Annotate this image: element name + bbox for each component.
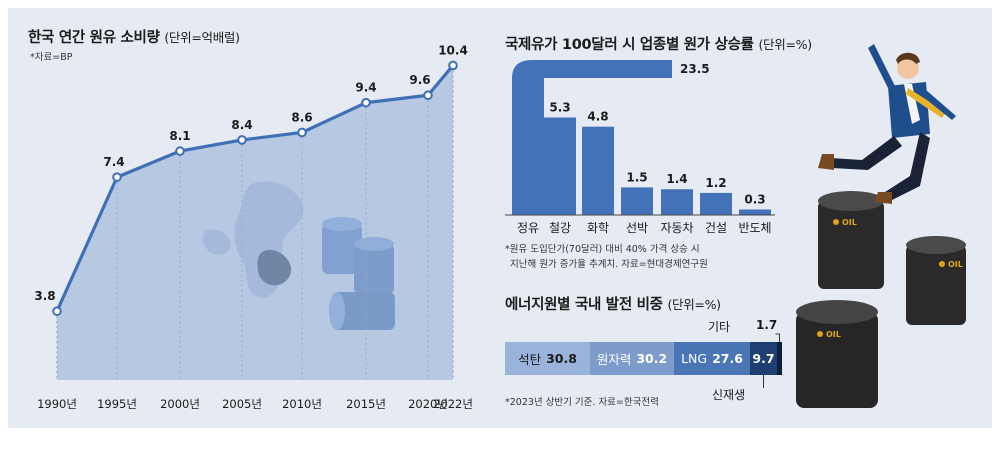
stacked-segment-원자력: 원자력 30.2 <box>590 342 674 375</box>
segment-name-label: 석탄 <box>518 352 542 367</box>
oil-barrel-icon: OIL <box>796 300 878 408</box>
bar-value-label: 0.3 <box>744 192 765 206</box>
oil-barrel-icon: OIL <box>906 236 966 325</box>
x-tick-label: 2010년 <box>282 397 322 411</box>
stacked-segment-기타 <box>777 342 782 375</box>
series-line <box>55 64 455 312</box>
stacked-chart-note: *2023년 상반기 기준. 자료=한국전력 <box>505 397 659 408</box>
bar-category-label: 정유 <box>517 221 539 235</box>
stacked-chart-title-text: 에너지원별 국내 발전 비중 <box>505 297 663 313</box>
data-point <box>423 90 433 101</box>
bar-반도체 <box>739 209 771 215</box>
data-label: 8.6 <box>291 110 312 124</box>
line-chart-title: 한국 연간 원유 소비량 (단위=억배럴) <box>28 26 240 47</box>
bar-category-label: 반도체 <box>738 221 771 235</box>
bar-철강 <box>544 117 576 215</box>
stacked-chart-unit: (단위=%) <box>667 297 721 312</box>
segment-value-label: 27.6 <box>712 351 743 366</box>
segment-value-label: 9.7 <box>752 351 775 366</box>
stacked-segment-신재생: 9.7 <box>750 342 777 375</box>
bar-category-label: 화학 <box>587 221 609 235</box>
stacked-segment-LNG: LNG 27.6 <box>674 342 750 375</box>
bar-chart-title: 국제유가 100달러 시 업종별 원가 상승률 (단위=%) <box>505 33 812 54</box>
businessman-barrels-illustration: OIL OIL OIL <box>796 44 966 408</box>
data-label: 7.4 <box>103 155 124 169</box>
bar-value-label: 1.2 <box>705 176 726 190</box>
x-tick-label: 2005년 <box>222 397 262 411</box>
bar-chart: 23.5 5.3 4.8 1.5 1.4 1.2 0.3 정유 철강 화학 선박 자동차 건설 반도체 <box>505 60 775 235</box>
bar-value-label: 4.8 <box>587 110 608 124</box>
data-label: 10.4 <box>438 43 468 57</box>
x-tick-label: 2000년 <box>160 397 200 411</box>
bar-category-label: 건설 <box>705 221 727 235</box>
bar-chart-title-text: 국제유가 100달러 시 업종별 원가 상승률 <box>505 37 754 53</box>
bar-chart-note-2: 지난해 원가 증가율 추계치. 자료=현대경제연구원 <box>510 259 708 270</box>
bar-선박 <box>621 187 653 215</box>
data-point <box>297 127 307 138</box>
stacked-segment-석탄: 석탄 30.8 <box>505 342 590 375</box>
x-tick-label: 2022년 <box>433 397 473 411</box>
bar-chart-note-1: *원유 도입단가(70달러) 대비 40% 가격 상승 시 <box>505 244 700 255</box>
line-chart-source: *자료=BP <box>30 52 73 63</box>
x-tick-label: 2015년 <box>346 397 386 411</box>
bar-value-label: 23.5 <box>680 62 710 76</box>
label-신재생: 신재생 <box>712 388 746 402</box>
bar-value-label: 1.5 <box>626 170 647 184</box>
bar-category-label: 선박 <box>626 221 648 235</box>
data-label: 3.8 <box>34 289 55 303</box>
bar-자동차 <box>661 189 693 215</box>
x-tick-label: 1990년 <box>37 397 77 411</box>
segment-name-label: LNG <box>681 351 708 366</box>
bar-화학 <box>582 126 614 215</box>
data-point <box>175 146 185 156</box>
area-fill <box>57 65 453 381</box>
value-label-기타: 1.7 <box>756 318 778 332</box>
data-label: 8.4 <box>231 118 252 132</box>
line-chart: 3.8 7.4 8.1 8.4 8.6 9.4 9.6 10.4 1990년 1995년 2000… <box>34 43 473 411</box>
bar-category-label: 철강 <box>549 221 571 235</box>
bar-chart-unit: (단위=%) <box>758 37 812 52</box>
bar-value-label: 5.3 <box>549 100 570 114</box>
bar-value-label: 1.4 <box>666 172 687 186</box>
x-tick-label: 1995년 <box>97 397 137 411</box>
segment-value-label: 30.2 <box>636 351 668 366</box>
line-chart-unit: (단위=억배럴) <box>164 30 240 45</box>
data-point <box>448 60 458 71</box>
leader-line-기타 <box>775 333 780 342</box>
businessman-icon <box>818 44 956 204</box>
data-point <box>52 306 62 317</box>
data-point <box>112 172 122 182</box>
segment-name-label: 원자력 <box>596 352 632 367</box>
line-chart-title-text: 한국 연간 원유 소비량 <box>28 30 160 46</box>
data-label: 9.6 <box>409 73 430 87</box>
segment-value-label: 30.8 <box>546 351 577 366</box>
data-point <box>361 97 371 108</box>
stacked-bar-leader-lines <box>763 333 780 388</box>
svg-text:OIL: OIL <box>948 260 963 269</box>
svg-text:OIL: OIL <box>826 330 841 339</box>
svg-text:OIL: OIL <box>842 218 857 227</box>
bar-건설 <box>700 192 732 215</box>
data-label: 8.1 <box>169 129 190 143</box>
data-label: 9.4 <box>355 81 376 95</box>
data-point <box>237 135 247 145</box>
bar-category-label: 자동차 <box>660 221 693 235</box>
stacked-chart-title: 에너지원별 국내 발전 비중 (단위=%) <box>505 293 721 314</box>
oil-barrel-icon: OIL <box>818 191 884 289</box>
label-기타: 기타 <box>708 320 731 334</box>
x-tick-label: 2020년 <box>408 397 448 411</box>
